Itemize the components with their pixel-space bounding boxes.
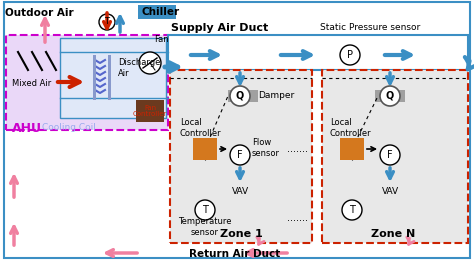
Bar [340, 138, 364, 160]
Text: Zone 1: Zone 1 [219, 229, 263, 239]
Bar [108, 55, 111, 100]
Text: Supply Air Duct: Supply Air Duct [172, 23, 269, 33]
Text: F: F [237, 150, 243, 160]
Text: P: P [347, 50, 353, 60]
Circle shape [230, 145, 250, 165]
Text: .......: ....... [288, 213, 309, 223]
Text: Return Air Duct: Return Air Duct [190, 249, 281, 259]
Text: Discharge
Air: Discharge Air [118, 58, 160, 78]
Circle shape [139, 52, 161, 74]
Text: VAV: VAV [231, 188, 248, 197]
Bar [168, 35, 468, 70]
Bar [138, 5, 176, 19]
Text: .......: ....... [288, 144, 309, 154]
Text: AHU: AHU [12, 122, 42, 135]
Text: VAV: VAV [382, 188, 399, 197]
Circle shape [380, 145, 400, 165]
Text: Zone N: Zone N [371, 229, 415, 239]
Text: Local
Controller: Local Controller [330, 118, 372, 138]
Text: Fan
Controller: Fan Controller [133, 105, 167, 118]
Text: Flow
sensor: Flow sensor [252, 138, 280, 158]
Bar [375, 90, 405, 102]
Bar [93, 55, 96, 100]
Text: Damper: Damper [258, 92, 294, 101]
Text: Outdoor Air: Outdoor Air [5, 8, 73, 18]
Text: Q: Q [236, 91, 244, 101]
Text: Chiller: Chiller [142, 7, 180, 17]
Circle shape [195, 200, 215, 220]
Circle shape [99, 14, 115, 30]
Bar [193, 138, 217, 160]
Text: T: T [349, 205, 355, 215]
Text: T: T [202, 205, 208, 215]
Text: Static Pressure sensor: Static Pressure sensor [320, 23, 420, 32]
Bar [136, 100, 164, 122]
Text: Cooling Coil: Cooling Coil [42, 123, 96, 132]
Circle shape [342, 200, 362, 220]
Text: Q: Q [386, 91, 394, 101]
Text: Temperature
sensor: Temperature sensor [178, 217, 232, 237]
Text: T: T [104, 18, 109, 27]
Circle shape [230, 86, 250, 106]
Text: Local
Controller: Local Controller [180, 118, 222, 138]
Bar [228, 90, 258, 102]
Circle shape [340, 45, 360, 65]
Bar [60, 38, 166, 118]
Bar [170, 70, 312, 243]
Bar [6, 35, 168, 130]
Bar [322, 70, 468, 243]
Circle shape [380, 86, 400, 106]
Text: Fan: Fan [154, 35, 169, 44]
Text: F: F [387, 150, 393, 160]
Text: Mixed Air: Mixed Air [12, 80, 51, 89]
